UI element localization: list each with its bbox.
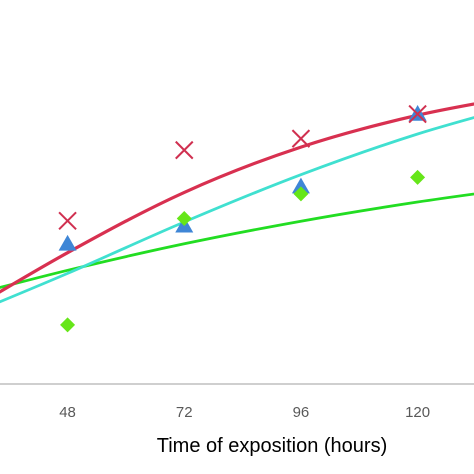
marker-diamond — [410, 169, 426, 185]
trendline-x — [0, 102, 474, 294]
marker-diamond — [176, 210, 192, 226]
marker-triangle — [58, 234, 77, 251]
marker-x — [291, 129, 311, 148]
marker-diamond — [60, 317, 76, 333]
x-tick-label: 72 — [176, 404, 193, 421]
trendline-triangle — [0, 116, 474, 304]
x-axis-title: Time of exposition (hours) — [157, 435, 387, 457]
marker-x — [408, 104, 427, 124]
marker-x — [175, 140, 194, 160]
x-tick-label: 96 — [293, 404, 310, 421]
trendlines — [0, 102, 474, 304]
x-tick-label: 120 — [405, 404, 430, 421]
marker-triangle — [291, 177, 310, 194]
x-tick-label: 48 — [59, 404, 76, 421]
data-markers — [58, 104, 427, 333]
marker-diamond — [293, 186, 309, 202]
x-tick-labels: 48 72 96 120 — [59, 404, 430, 421]
trendline-diamond — [0, 192, 474, 289]
marker-x — [58, 211, 77, 231]
